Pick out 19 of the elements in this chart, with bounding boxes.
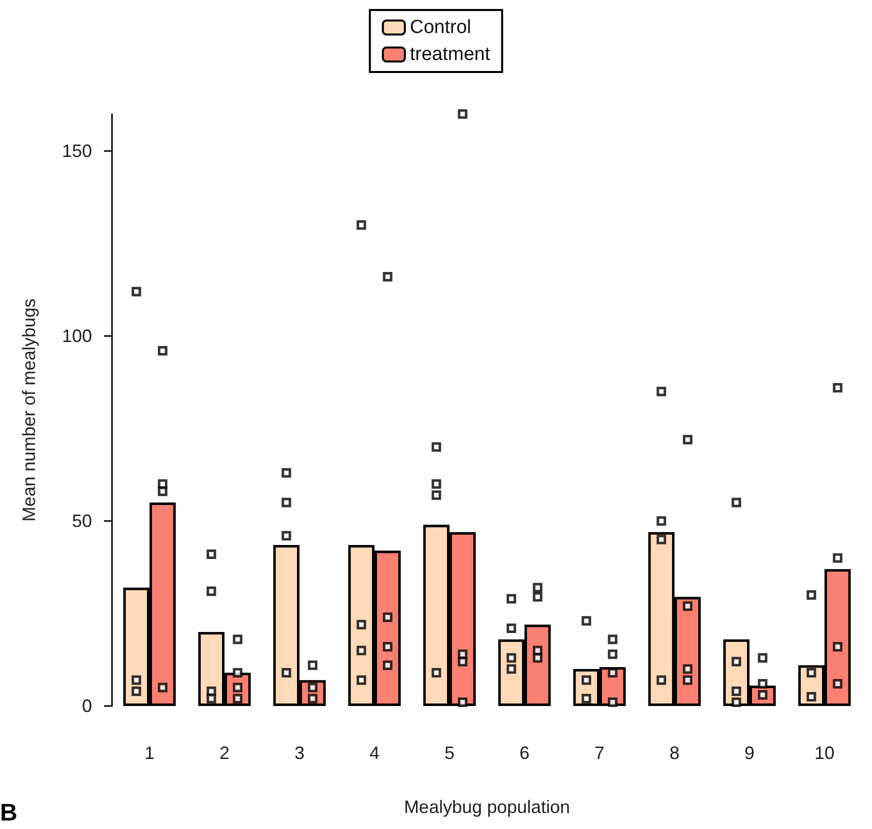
legend-label: Control [410,17,472,38]
x-tick-label: 6 [519,743,530,763]
text: B [0,800,18,826]
y-tick-label: 50 [72,511,92,531]
y-tick-label: 150 [62,141,92,161]
x-tick-label: 3 [294,743,305,763]
y-tick-label: 100 [62,326,92,346]
x-tick-label: 2 [219,743,230,763]
x-axis-title: Mealybug population [404,797,570,817]
y-tick-label: 0 [82,696,92,716]
x-tick-label: 8 [669,743,680,763]
x-tick-label: 5 [444,743,455,763]
x-tick-label: 1 [144,743,155,763]
x-tick-label: 4 [369,743,380,763]
x-tick-label: 10 [814,743,835,763]
legend-label: treatment [410,44,491,65]
x-tick-label: 7 [594,743,605,763]
x-tick-label: 9 [744,743,755,763]
y-axis-title: Mean number of mealybugs [19,298,39,522]
